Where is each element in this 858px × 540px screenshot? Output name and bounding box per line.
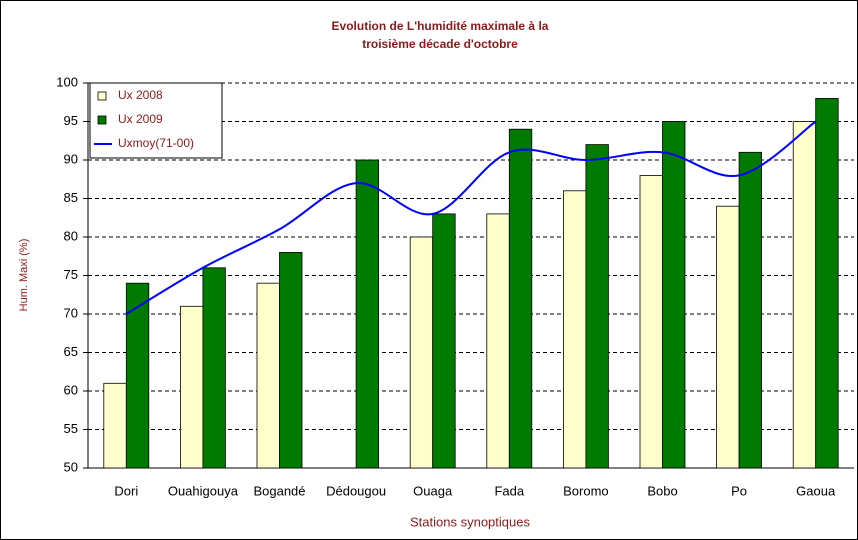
x-tick-label: Bobo [647, 483, 677, 498]
y-tick-label: 80 [64, 228, 78, 243]
legend [89, 82, 223, 159]
legend-label: Uxmoy(71-00) [118, 136, 194, 150]
x-tick-label: Gaoua [796, 483, 836, 498]
bar [125, 282, 150, 469]
y-tick-label: 70 [64, 305, 78, 320]
bar [202, 267, 226, 469]
bar [103, 382, 127, 469]
y-tick-label: 95 [64, 113, 78, 128]
bar [279, 251, 303, 469]
bar [563, 190, 587, 469]
bar [355, 159, 380, 469]
bar [716, 205, 740, 469]
bar [585, 144, 609, 469]
x-tick-label: Boromo [563, 483, 609, 498]
y-tick-label: 60 [64, 382, 78, 397]
x-tick-label: Fada [494, 483, 524, 498]
legend-swatch [97, 91, 107, 101]
y-tick-label: 85 [64, 190, 78, 205]
y-tick-label: 55 [64, 421, 78, 436]
x-tick-label: Ouaga [413, 483, 453, 498]
bar [179, 305, 204, 469]
chart-title: Evolution de L'humidité maximale à la [332, 19, 549, 33]
x-axis-label: Stations synoptiques [410, 514, 530, 529]
chart-title: troisième décade d'octobre [362, 37, 518, 51]
y-tick-label: 65 [64, 344, 78, 359]
bar [508, 128, 533, 469]
bar [792, 121, 817, 469]
y-tick-label: 90 [64, 151, 78, 166]
bar [738, 151, 762, 469]
x-tick-label: Dori [114, 483, 138, 498]
bar [662, 121, 686, 469]
y-tick-label: 100 [56, 74, 78, 89]
bar [432, 213, 456, 469]
bar [256, 282, 280, 469]
bar [815, 98, 839, 469]
y-tick-label: 75 [64, 267, 78, 282]
line [125, 120, 817, 315]
bar [409, 236, 434, 469]
y-axis-label: Hum. Maxi (%) [18, 239, 30, 312]
legend-label: Ux 2008 [118, 88, 163, 102]
bar [639, 174, 663, 469]
bar [486, 213, 510, 469]
x-tick-label: Bogandé [253, 483, 305, 498]
y-tick-label: 50 [64, 459, 78, 474]
x-tick-label: Po [731, 483, 747, 498]
x-tick-label: Dédougou [326, 483, 386, 498]
legend-label: Ux 2009 [118, 112, 163, 126]
x-tick-label: Ouahigouya [168, 483, 239, 498]
legend-swatch [97, 115, 107, 125]
